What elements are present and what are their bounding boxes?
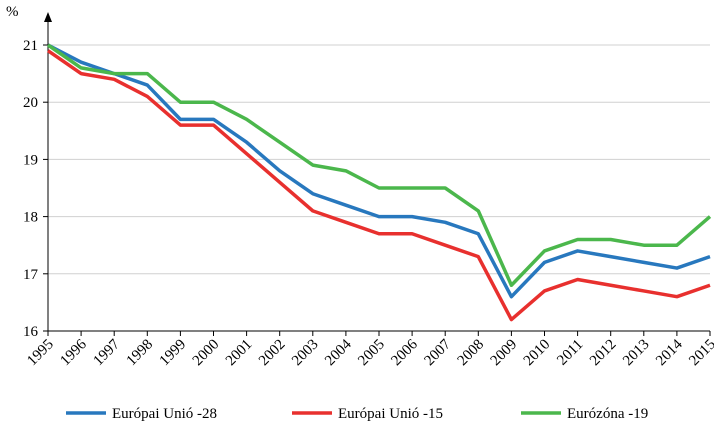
- x-tick-label: 1997: [91, 336, 124, 369]
- x-tick-label: 2010: [521, 337, 554, 370]
- legend-label: Európai Unió -15: [338, 406, 443, 422]
- series-line: [47, 49, 711, 322]
- y-tick-label: 16: [23, 324, 39, 340]
- x-tick-label: 2000: [190, 337, 223, 370]
- x-tick-label: 2012: [587, 337, 620, 370]
- y-tick-label: 17: [23, 267, 39, 283]
- series-line: [47, 43, 712, 287]
- legend-label: Eurózóna -19: [567, 406, 648, 422]
- x-tick-label: 2013: [620, 337, 653, 370]
- x-tick-label: 1998: [124, 337, 157, 370]
- x-tick-label: 2014: [653, 336, 686, 369]
- series-line: [47, 43, 711, 299]
- y-axis-label: %: [6, 4, 19, 20]
- x-tick-label: 2003: [289, 337, 322, 370]
- x-tick-label: 2011: [554, 337, 586, 369]
- y-tick-label: 20: [23, 95, 38, 111]
- x-tick-label: 2001: [223, 337, 256, 370]
- x-tick-label: 2004: [322, 336, 355, 369]
- y-axis-arrow: [44, 12, 52, 22]
- legend-label: Európai Unió -28: [112, 406, 217, 422]
- x-tick-label: 2005: [355, 337, 388, 370]
- y-tick-label: 18: [23, 210, 38, 226]
- x-tick-label: 2008: [455, 337, 488, 370]
- x-tick-label: 1995: [24, 337, 57, 370]
- x-tick-label: 1999: [157, 337, 190, 370]
- x-tick-label: 2007: [422, 336, 455, 369]
- x-tick-label: 2006: [388, 336, 421, 369]
- x-tick-label: 2009: [488, 337, 521, 370]
- x-tick-label: 2015: [686, 337, 714, 370]
- x-tick-label: 1996: [57, 336, 90, 369]
- y-tick-label: 19: [23, 152, 38, 168]
- y-tick-label: 21: [23, 38, 38, 54]
- x-tick-label: 2002: [256, 337, 289, 370]
